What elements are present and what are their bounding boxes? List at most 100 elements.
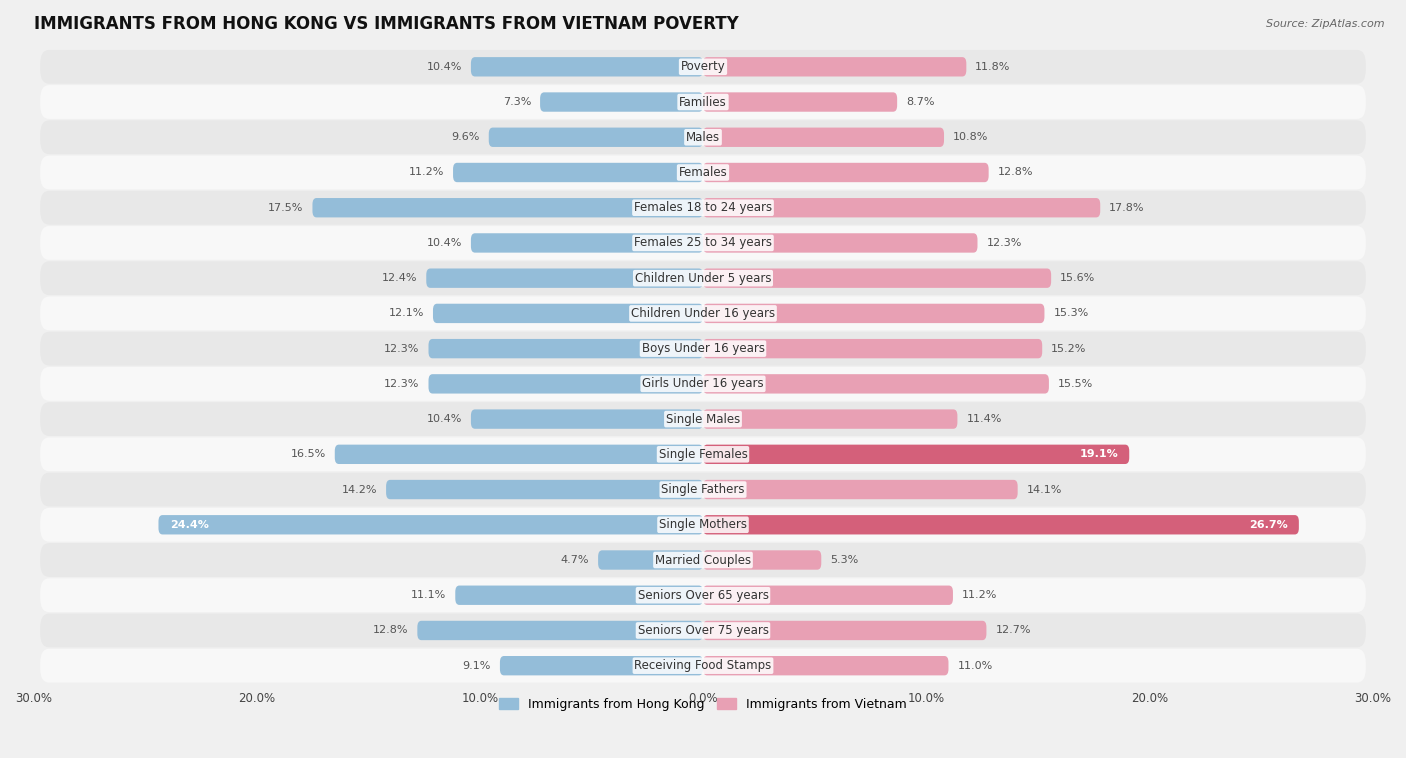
FancyBboxPatch shape xyxy=(41,296,1365,330)
FancyBboxPatch shape xyxy=(456,585,703,605)
FancyBboxPatch shape xyxy=(41,121,1365,154)
Text: 11.8%: 11.8% xyxy=(976,62,1011,72)
Text: 4.7%: 4.7% xyxy=(561,555,589,565)
FancyBboxPatch shape xyxy=(703,550,821,570)
FancyBboxPatch shape xyxy=(41,437,1365,471)
FancyBboxPatch shape xyxy=(703,233,977,252)
FancyBboxPatch shape xyxy=(703,515,1299,534)
FancyBboxPatch shape xyxy=(703,268,1052,288)
FancyBboxPatch shape xyxy=(41,543,1365,577)
Text: 12.8%: 12.8% xyxy=(373,625,408,635)
Text: Girls Under 16 years: Girls Under 16 years xyxy=(643,377,763,390)
FancyBboxPatch shape xyxy=(703,585,953,605)
Text: IMMIGRANTS FROM HONG KONG VS IMMIGRANTS FROM VIETNAM POVERTY: IMMIGRANTS FROM HONG KONG VS IMMIGRANTS … xyxy=(34,15,738,33)
FancyBboxPatch shape xyxy=(418,621,703,641)
Text: 14.1%: 14.1% xyxy=(1026,484,1062,494)
Text: 10.4%: 10.4% xyxy=(426,238,463,248)
FancyBboxPatch shape xyxy=(703,621,987,641)
FancyBboxPatch shape xyxy=(489,127,703,147)
Text: Receiving Food Stamps: Receiving Food Stamps xyxy=(634,659,772,672)
FancyBboxPatch shape xyxy=(41,367,1365,401)
FancyBboxPatch shape xyxy=(453,163,703,182)
FancyBboxPatch shape xyxy=(703,480,1018,500)
Text: 11.2%: 11.2% xyxy=(962,590,997,600)
FancyBboxPatch shape xyxy=(335,445,703,464)
FancyBboxPatch shape xyxy=(703,163,988,182)
FancyBboxPatch shape xyxy=(703,198,1101,218)
FancyBboxPatch shape xyxy=(540,92,703,111)
Text: 16.5%: 16.5% xyxy=(291,449,326,459)
FancyBboxPatch shape xyxy=(41,155,1365,190)
FancyBboxPatch shape xyxy=(429,374,703,393)
Text: 7.3%: 7.3% xyxy=(503,97,531,107)
Text: Females 25 to 34 years: Females 25 to 34 years xyxy=(634,236,772,249)
FancyBboxPatch shape xyxy=(433,304,703,323)
Text: Females: Females xyxy=(679,166,727,179)
Text: 12.7%: 12.7% xyxy=(995,625,1031,635)
Text: Married Couples: Married Couples xyxy=(655,553,751,566)
FancyBboxPatch shape xyxy=(41,578,1365,612)
Text: Children Under 5 years: Children Under 5 years xyxy=(634,271,772,285)
FancyBboxPatch shape xyxy=(41,262,1365,295)
Text: Seniors Over 65 years: Seniors Over 65 years xyxy=(637,589,769,602)
FancyBboxPatch shape xyxy=(703,409,957,429)
FancyBboxPatch shape xyxy=(41,649,1365,683)
FancyBboxPatch shape xyxy=(703,304,1045,323)
FancyBboxPatch shape xyxy=(41,226,1365,260)
Text: 10.4%: 10.4% xyxy=(426,62,463,72)
Text: 10.8%: 10.8% xyxy=(953,132,988,143)
Text: Single Males: Single Males xyxy=(666,412,740,425)
Text: 5.3%: 5.3% xyxy=(830,555,859,565)
Text: 12.3%: 12.3% xyxy=(384,343,419,354)
Text: Families: Families xyxy=(679,96,727,108)
FancyBboxPatch shape xyxy=(312,198,703,218)
Text: Females 18 to 24 years: Females 18 to 24 years xyxy=(634,201,772,215)
Text: Children Under 16 years: Children Under 16 years xyxy=(631,307,775,320)
FancyBboxPatch shape xyxy=(41,332,1365,365)
FancyBboxPatch shape xyxy=(703,127,943,147)
FancyBboxPatch shape xyxy=(703,339,1042,359)
Text: Seniors Over 75 years: Seniors Over 75 years xyxy=(637,624,769,637)
FancyBboxPatch shape xyxy=(426,268,703,288)
Text: 12.4%: 12.4% xyxy=(382,273,418,283)
Text: 12.3%: 12.3% xyxy=(384,379,419,389)
Text: Single Mothers: Single Mothers xyxy=(659,518,747,531)
FancyBboxPatch shape xyxy=(471,409,703,429)
Text: 9.1%: 9.1% xyxy=(463,661,491,671)
Text: 12.1%: 12.1% xyxy=(388,309,425,318)
Text: 11.4%: 11.4% xyxy=(966,414,1001,424)
Text: 26.7%: 26.7% xyxy=(1249,520,1288,530)
Text: Source: ZipAtlas.com: Source: ZipAtlas.com xyxy=(1267,19,1385,29)
Text: 15.6%: 15.6% xyxy=(1060,273,1095,283)
Text: 12.8%: 12.8% xyxy=(998,168,1033,177)
FancyBboxPatch shape xyxy=(41,191,1365,224)
FancyBboxPatch shape xyxy=(703,656,949,675)
FancyBboxPatch shape xyxy=(471,57,703,77)
FancyBboxPatch shape xyxy=(501,656,703,675)
FancyBboxPatch shape xyxy=(429,339,703,359)
FancyBboxPatch shape xyxy=(41,50,1365,83)
Text: 17.8%: 17.8% xyxy=(1109,202,1144,213)
Text: Boys Under 16 years: Boys Under 16 years xyxy=(641,342,765,356)
FancyBboxPatch shape xyxy=(41,85,1365,119)
Text: 9.6%: 9.6% xyxy=(451,132,479,143)
Text: 17.5%: 17.5% xyxy=(269,202,304,213)
Text: Males: Males xyxy=(686,131,720,144)
Text: 15.3%: 15.3% xyxy=(1053,309,1088,318)
FancyBboxPatch shape xyxy=(703,445,1129,464)
FancyBboxPatch shape xyxy=(41,508,1365,542)
Text: 15.5%: 15.5% xyxy=(1057,379,1092,389)
Text: Single Females: Single Females xyxy=(658,448,748,461)
Text: 24.4%: 24.4% xyxy=(170,520,208,530)
FancyBboxPatch shape xyxy=(703,92,897,111)
Text: 11.1%: 11.1% xyxy=(411,590,446,600)
FancyBboxPatch shape xyxy=(703,57,966,77)
Text: 14.2%: 14.2% xyxy=(342,484,377,494)
FancyBboxPatch shape xyxy=(41,473,1365,506)
FancyBboxPatch shape xyxy=(471,233,703,252)
FancyBboxPatch shape xyxy=(159,515,703,534)
FancyBboxPatch shape xyxy=(41,402,1365,436)
FancyBboxPatch shape xyxy=(598,550,703,570)
FancyBboxPatch shape xyxy=(703,374,1049,393)
Text: 8.7%: 8.7% xyxy=(905,97,935,107)
